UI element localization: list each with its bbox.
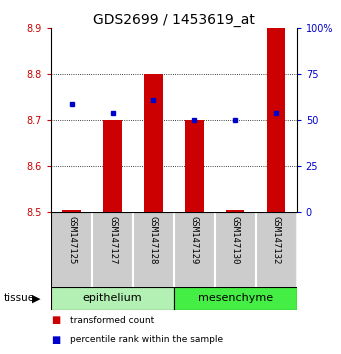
Text: GSM147127: GSM147127 — [108, 216, 117, 264]
Text: GSM147132: GSM147132 — [272, 216, 281, 264]
Text: mesenchyme: mesenchyme — [198, 293, 273, 303]
Text: tissue: tissue — [3, 293, 34, 303]
Bar — [62, 210, 81, 212]
Text: GSM147128: GSM147128 — [149, 216, 158, 264]
Text: ■: ■ — [51, 335, 60, 345]
Text: ▶: ▶ — [32, 293, 41, 303]
Text: epithelium: epithelium — [83, 293, 142, 303]
Bar — [144, 74, 163, 212]
Title: GDS2699 / 1453619_at: GDS2699 / 1453619_at — [93, 13, 255, 27]
Bar — [51, 287, 174, 310]
Bar — [174, 287, 297, 310]
Text: GSM147130: GSM147130 — [231, 216, 240, 264]
Bar — [267, 28, 285, 212]
Bar — [103, 120, 122, 212]
Text: percentile rank within the sample: percentile rank within the sample — [70, 335, 223, 344]
Text: ■: ■ — [51, 315, 60, 325]
Bar — [226, 210, 244, 212]
Text: GSM147125: GSM147125 — [67, 216, 76, 264]
Text: GSM147129: GSM147129 — [190, 216, 199, 264]
Text: transformed count: transformed count — [70, 316, 154, 325]
Bar — [185, 120, 204, 212]
